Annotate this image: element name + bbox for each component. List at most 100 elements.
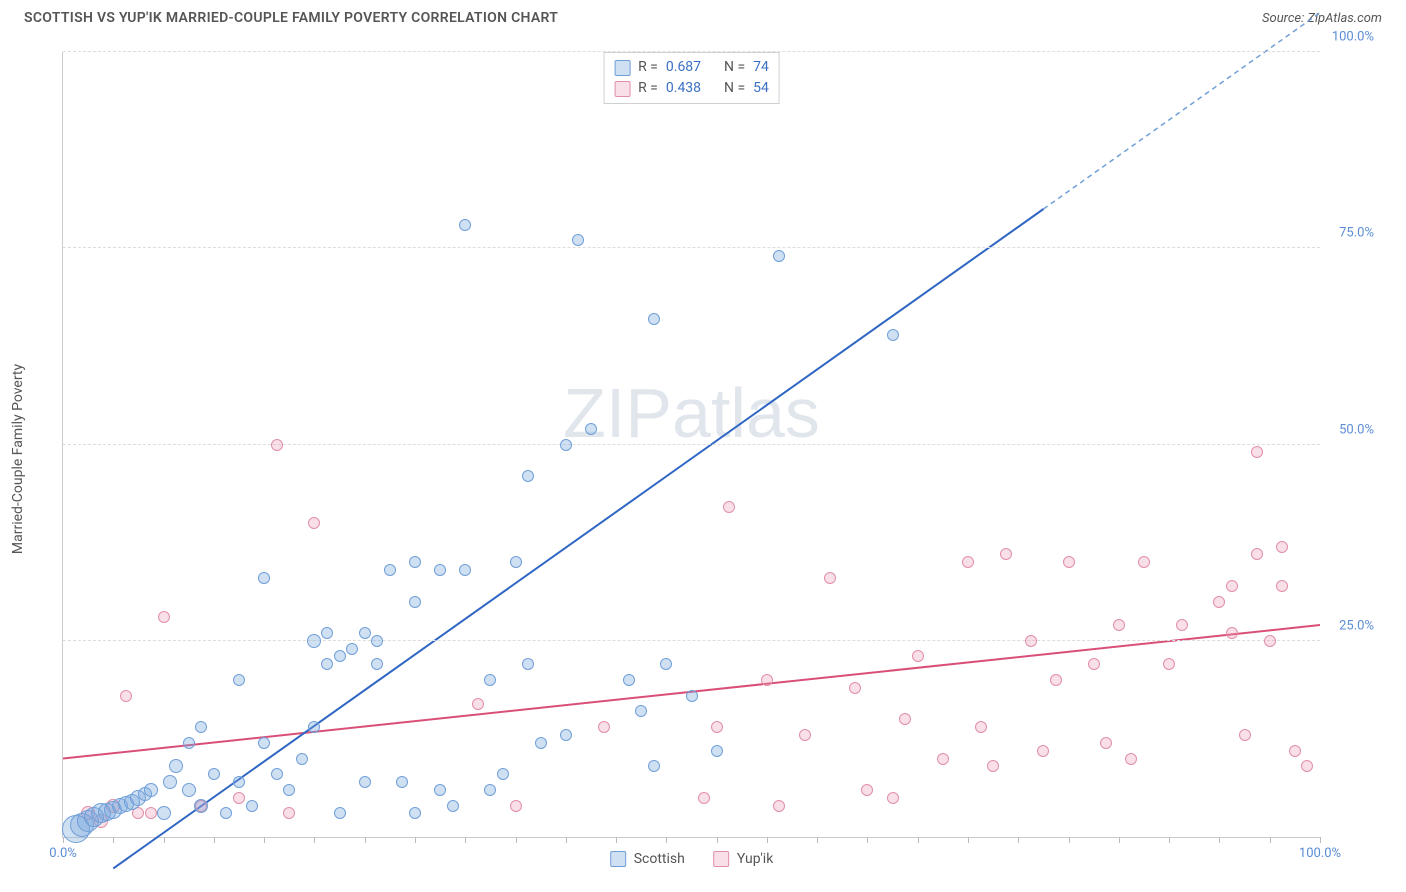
gridline — [63, 640, 1320, 641]
data-point-scottish — [233, 674, 245, 686]
header: SCOTTISH VS YUP'IK MARRIED-COUPLE FAMILY… — [0, 0, 1406, 32]
x-tick — [1119, 837, 1120, 843]
x-tick — [164, 837, 165, 843]
x-tick — [968, 837, 969, 843]
data-point-scottish — [359, 776, 371, 788]
data-point-yupik — [1063, 556, 1075, 568]
x-tick — [113, 837, 114, 843]
data-point-scottish — [182, 783, 196, 797]
data-point-scottish — [271, 768, 283, 780]
correlation-legend: R = 0.687 N = 74 R = 0.438 N = 54 — [603, 52, 780, 104]
legend-label-scottish: Scottish — [634, 851, 685, 867]
data-point-scottish — [522, 470, 534, 482]
legend-r-yupik: 0.438 — [666, 78, 701, 99]
y-tick-label: 25.0% — [1339, 618, 1374, 633]
x-tick — [1018, 837, 1019, 843]
data-point-scottish — [112, 798, 128, 814]
data-point-scottish — [635, 705, 647, 717]
data-point-scottish — [648, 760, 660, 772]
data-point-scottish — [560, 729, 572, 741]
x-tick-label: 0.0% — [49, 846, 77, 861]
x-tick — [516, 837, 517, 843]
legend-n-yupik: 54 — [753, 78, 769, 99]
data-point-scottish — [194, 799, 208, 813]
data-point-scottish — [84, 807, 104, 827]
data-point-scottish — [409, 596, 421, 608]
y-tick-label: 75.0% — [1339, 226, 1374, 241]
data-point-scottish — [258, 737, 270, 749]
gridline — [63, 444, 1320, 445]
data-point-scottish — [686, 690, 698, 702]
data-point-scottish — [321, 627, 333, 639]
data-point-yupik — [1301, 760, 1313, 772]
data-point-scottish — [484, 784, 496, 796]
data-point-yupik — [1125, 753, 1137, 765]
data-point-yupik — [975, 721, 987, 733]
data-point-yupik — [698, 792, 710, 804]
data-point-yupik — [1226, 627, 1238, 639]
data-point-scottish — [220, 807, 232, 819]
swatch-yupik — [614, 81, 630, 97]
x-tick — [314, 837, 315, 843]
data-point-scottish — [70, 813, 94, 837]
x-tick — [1270, 837, 1271, 843]
x-tick — [1069, 837, 1070, 843]
data-point-scottish — [130, 790, 146, 806]
data-point-scottish — [91, 803, 111, 823]
data-point-yupik — [1050, 674, 1062, 686]
data-point-yupik — [1088, 658, 1100, 670]
legend-r-prefix: R = — [638, 78, 658, 99]
x-tick — [918, 837, 919, 843]
x-tick — [365, 837, 366, 843]
data-point-scottish — [484, 674, 496, 686]
legend-row-yupik: R = 0.438 N = 54 — [614, 78, 769, 99]
data-point-scottish — [169, 759, 183, 773]
legend-r-scottish: 0.687 — [666, 57, 701, 78]
data-point-yupik — [987, 760, 999, 772]
data-point-scottish — [183, 737, 195, 749]
data-point-yupik — [912, 650, 924, 662]
data-point-scottish — [62, 815, 90, 843]
data-point-scottish — [371, 658, 383, 670]
data-point-yupik — [598, 721, 610, 733]
data-point-yupik — [1289, 745, 1301, 757]
data-point-yupik — [1264, 635, 1276, 647]
x-tick — [264, 837, 265, 843]
source-label: Source: ZipAtlas.com — [1262, 11, 1382, 26]
swatch-scottish — [610, 851, 626, 867]
legend-r-prefix: R = — [638, 57, 658, 78]
data-point-scottish — [497, 768, 509, 780]
data-point-yupik — [120, 690, 132, 702]
y-tick-label: 100.0% — [1332, 30, 1374, 45]
legend-item-yupik: Yup'ik — [713, 851, 773, 867]
data-point-scottish — [208, 768, 220, 780]
data-point-yupik — [1163, 658, 1175, 670]
x-tick — [465, 837, 466, 843]
data-point-scottish — [346, 643, 358, 655]
chart-area: Married-Couple Family Poverty ZIPatlas R… — [24, 44, 1382, 874]
data-point-yupik — [81, 806, 95, 820]
data-point-scottish — [660, 658, 672, 670]
data-point-yupik — [510, 800, 522, 812]
data-point-scottish — [711, 745, 723, 757]
data-point-yupik — [1251, 548, 1263, 560]
data-point-scottish — [623, 674, 635, 686]
data-point-scottish — [510, 556, 522, 568]
x-tick — [616, 837, 617, 843]
x-tick — [867, 837, 868, 843]
y-tick-label: 50.0% — [1339, 422, 1374, 437]
data-point-scottish — [98, 803, 116, 821]
data-point-yupik — [1176, 619, 1188, 631]
data-point-scottish — [522, 658, 534, 670]
data-point-scottish — [887, 329, 899, 341]
legend-n-prefix: N = — [724, 57, 745, 78]
data-point-yupik — [962, 556, 974, 568]
data-point-scottish — [371, 635, 383, 647]
x-tick — [1320, 837, 1321, 843]
data-point-scottish — [246, 800, 258, 812]
data-point-scottish — [118, 796, 134, 812]
data-point-yupik — [1276, 580, 1288, 592]
data-point-yupik — [1000, 548, 1012, 560]
data-point-scottish — [144, 783, 158, 797]
data-point-yupik — [1138, 556, 1150, 568]
